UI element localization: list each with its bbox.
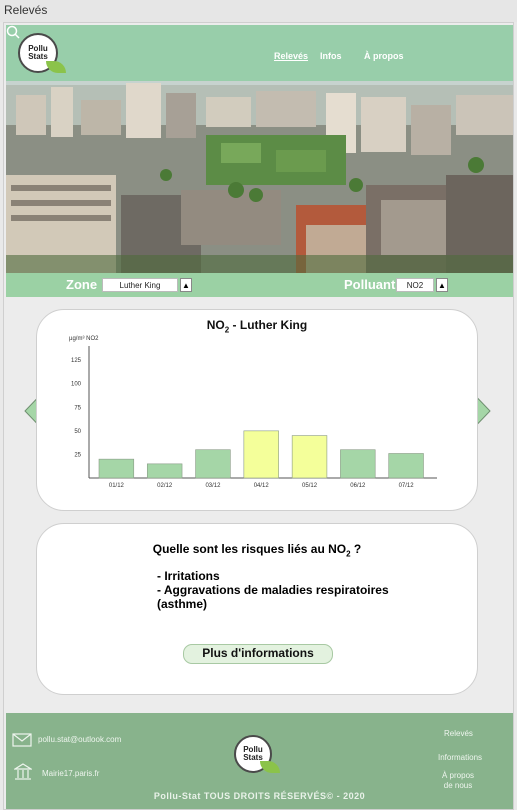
x-tick-label: 02/12 bbox=[157, 483, 173, 489]
footer-link-releves[interactable]: Relevés bbox=[444, 729, 473, 738]
y-axis-label: µg/m³ NO2 bbox=[69, 336, 99, 342]
zone-select[interactable]: Luther King bbox=[102, 278, 178, 292]
leaf-icon bbox=[46, 61, 66, 73]
info-card: Quelle sont les risques liés au NO2 ? - … bbox=[36, 523, 478, 695]
bar bbox=[340, 449, 376, 479]
nav-link-releves[interactable]: Relevés bbox=[274, 51, 309, 61]
footer: pollu.stat@outlook.com Mairie17.paris.fr… bbox=[6, 713, 513, 809]
y-tick-label: 100 bbox=[71, 382, 82, 388]
bar bbox=[146, 463, 183, 479]
search-icon[interactable] bbox=[6, 25, 20, 39]
x-tick-label: 06/12 bbox=[350, 483, 366, 489]
risk-question-subscript: 2 bbox=[346, 549, 351, 559]
y-tick-label: 75 bbox=[74, 405, 81, 411]
window-title-text: Relevés bbox=[4, 3, 48, 17]
nav-link-a-propos[interactable]: À propos bbox=[364, 51, 404, 61]
risk-question: Quelle sont les risques liés au NO2 ? bbox=[37, 542, 477, 558]
mail-icon bbox=[12, 733, 32, 747]
pollutant-select[interactable]: NO2 bbox=[396, 278, 434, 292]
risk-question-prefix: Quelle sont les risques liés au NO bbox=[152, 542, 347, 556]
footer-logo: Pollu Stats bbox=[234, 735, 280, 773]
y-tick-label: 25 bbox=[74, 452, 81, 458]
footer-link-informations[interactable]: Informations bbox=[438, 753, 483, 762]
chart-title: NO2 - Luther King bbox=[37, 318, 477, 334]
bar bbox=[291, 435, 328, 479]
footer-email[interactable]: pollu.stat@outlook.com bbox=[38, 735, 122, 744]
brand-logo[interactable]: Pollu Stats bbox=[18, 33, 66, 73]
zone-chevron-up-icon[interactable]: ▲ bbox=[180, 278, 192, 292]
footer-link-a-propos[interactable]: À propos de nous bbox=[442, 771, 475, 790]
zone-label: Zone bbox=[66, 277, 98, 292]
risk-question-suffix: ? bbox=[350, 542, 362, 556]
footer-copyright: Pollu-Stat TOUS DROITS RÉSERVÉS© - 2020 bbox=[153, 791, 366, 801]
footer-leaf-icon bbox=[260, 761, 280, 773]
top-navbar: Pollu Stats Relevés Infos À propos bbox=[6, 25, 513, 81]
window-title: Relevés bbox=[0, 0, 517, 22]
more-info-button[interactable]: Plus d'informations bbox=[183, 644, 333, 664]
logo-text-line2: Stats bbox=[28, 52, 48, 61]
x-tick-label: 04/12 bbox=[254, 483, 270, 489]
chart-title-subscript: 2 bbox=[224, 325, 230, 335]
x-tick-label: 03/12 bbox=[205, 483, 221, 489]
chart-card: NO2 - Luther King µg/m³ NO2 25 50 75 100 125… bbox=[36, 309, 478, 511]
pollutant-label: Polluant bbox=[344, 277, 396, 292]
y-tick-label: 125 bbox=[71, 358, 82, 364]
bar bbox=[195, 449, 231, 479]
city-hall-icon bbox=[14, 763, 32, 780]
bar bbox=[98, 458, 135, 479]
y-tick-label: 50 bbox=[74, 429, 81, 435]
x-tick-label: 01/12 bbox=[109, 483, 125, 489]
risk-item: - Aggravations de maladies respiratoires… bbox=[157, 583, 392, 611]
footer-website[interactable]: Mairie17.paris.fr bbox=[42, 769, 100, 778]
app-frame: Pollu Stats Relevés Infos À propos Zone … bbox=[3, 22, 514, 810]
nav-link-infos[interactable]: Infos bbox=[320, 51, 342, 61]
bar bbox=[243, 430, 279, 479]
hero-banner: Pollu Stats Relevés Infos À propos bbox=[6, 25, 513, 273]
pollutant-chevron-up-icon[interactable]: ▲ bbox=[436, 278, 448, 292]
risk-item: - Irritations bbox=[157, 569, 220, 583]
bar-chart: µg/m³ NO2 25 50 75 100 125 01/12 02/12 03/12 04/… bbox=[69, 336, 437, 489]
footer-logo-line2: Stats bbox=[243, 753, 263, 762]
filter-bar: Zone Luther King ▲ Polluant NO2 ▲ bbox=[6, 273, 513, 297]
x-tick-label: 07/12 bbox=[399, 483, 415, 489]
footer-logo-line1: Pollu bbox=[243, 745, 263, 754]
risk-list: - Irritations - Aggravations de maladies… bbox=[157, 569, 417, 611]
chart-title-main: NO bbox=[206, 318, 225, 332]
x-tick-label: 05/12 bbox=[302, 483, 318, 489]
logo-text-line1: Pollu bbox=[28, 44, 48, 53]
chart-title-rest: - Luther King bbox=[229, 318, 308, 332]
bar bbox=[388, 453, 424, 479]
